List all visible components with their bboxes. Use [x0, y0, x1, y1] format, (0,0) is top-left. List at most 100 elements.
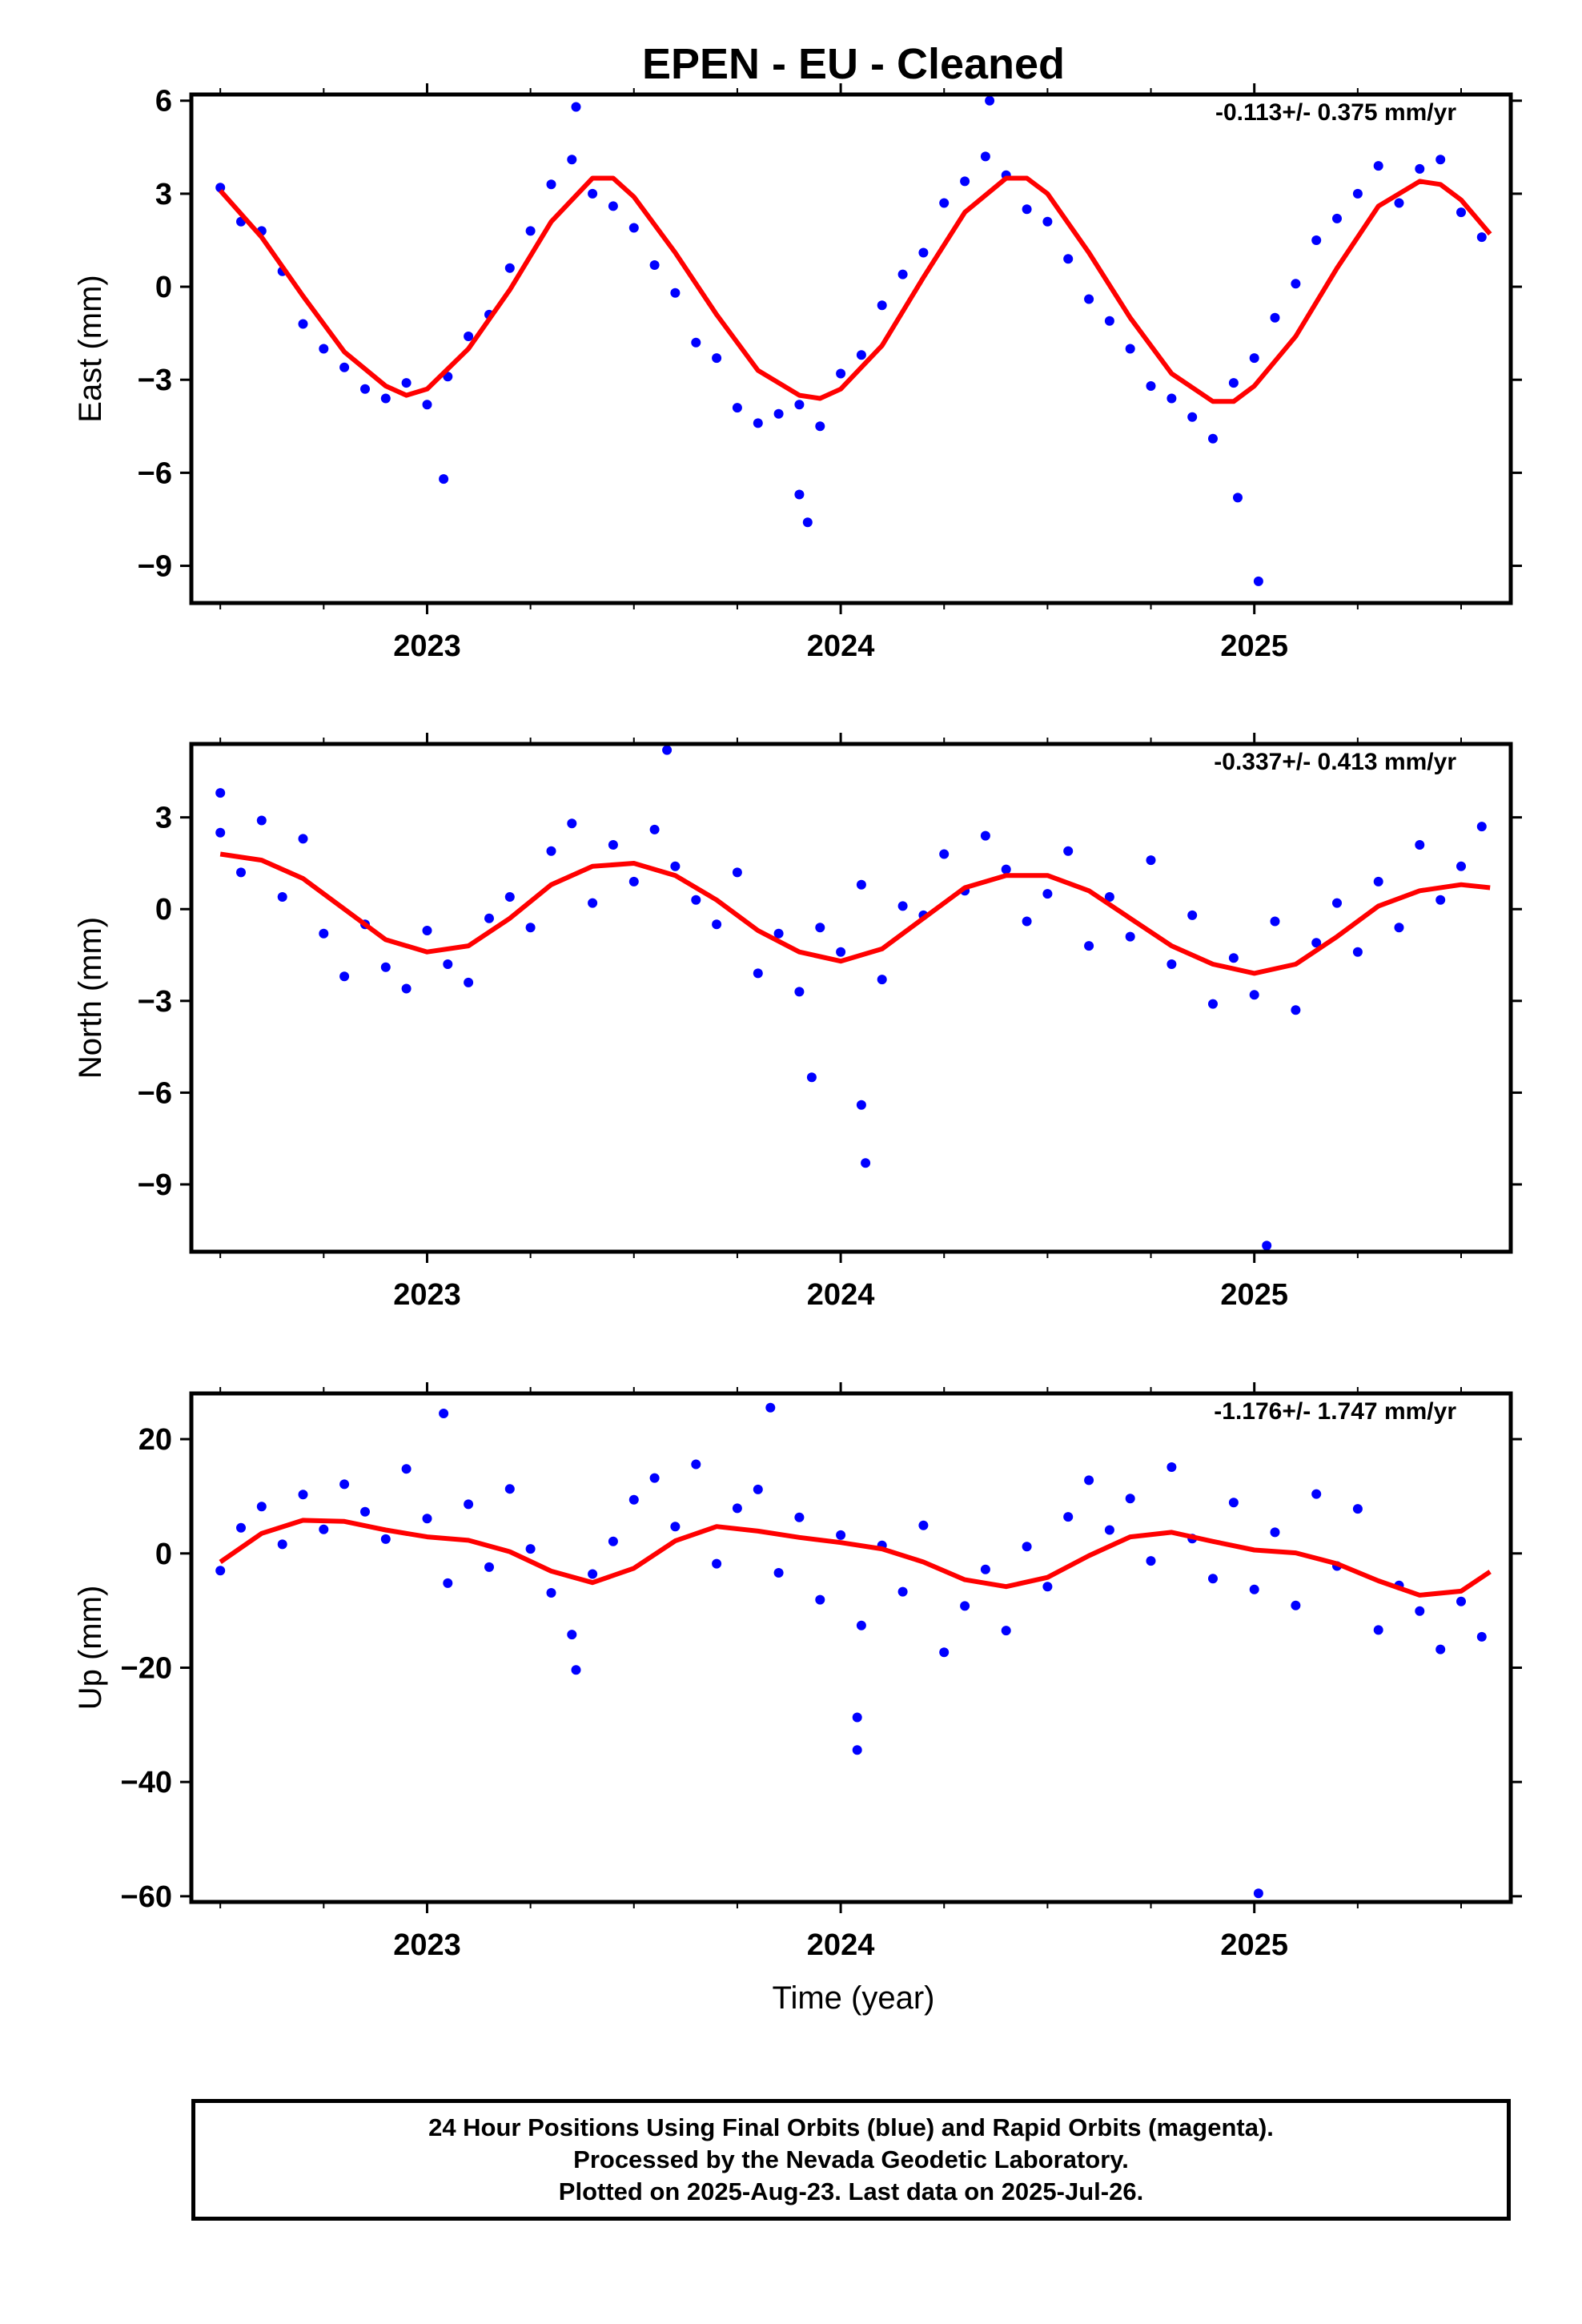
east-data-point: [773, 408, 784, 419]
footer-line-3: Plotted on 2025-Aug-23. Last data on 202…: [558, 2177, 1144, 2205]
north-data-point: [298, 834, 308, 844]
north-data-point: [215, 827, 226, 838]
north-data-point: [1228, 953, 1239, 963]
east-data-point: [1394, 198, 1404, 208]
east-data-point: [1456, 207, 1466, 218]
up-y-tick-label: −40: [121, 1766, 172, 1799]
east-data-point: [567, 155, 577, 165]
up-data-point: [765, 1402, 776, 1413]
up-data-point: [1456, 1596, 1466, 1606]
north-data-point: [1435, 895, 1446, 905]
up-data-point: [1042, 1582, 1053, 1592]
up-rate-annotation: -1.176+/- 1.747 mm/yr: [1214, 1398, 1456, 1425]
north-fit-curve: [219, 851, 1491, 976]
north-data-point: [1063, 846, 1074, 856]
north-data-point: [319, 928, 329, 939]
east-data-point: [1373, 161, 1383, 171]
north-data-point: [732, 867, 742, 878]
north-data-point: [525, 923, 536, 933]
north-data-point: [339, 971, 350, 982]
up-data-point: [918, 1520, 929, 1530]
north-data-point: [691, 895, 701, 905]
up-data-point: [401, 1464, 412, 1474]
up-data-point: [856, 1620, 866, 1630]
up-data-point: [546, 1588, 556, 1598]
north-data-point: [1001, 864, 1011, 875]
east-data-point: [897, 269, 908, 279]
east-rate-annotation: -0.113+/- 0.375 mm/yr: [1215, 99, 1456, 126]
east-data-point: [1228, 378, 1239, 388]
north-data-point: [1084, 941, 1094, 951]
north-data-point: [1394, 923, 1404, 933]
up-data-point: [852, 1712, 862, 1723]
up-data-point: [960, 1601, 970, 1611]
east-y-tick-label: −6: [138, 456, 172, 490]
up-data-point: [1125, 1494, 1135, 1504]
up-data-point: [567, 1630, 577, 1640]
up-data-point: [1435, 1644, 1446, 1655]
east-data-point: [464, 332, 474, 341]
east-data-point: [1435, 155, 1446, 165]
north-data-point: [815, 923, 825, 933]
east-data-point: [360, 384, 370, 394]
footer-box: 24 Hour Positions Using Final Orbits (bl…: [191, 2099, 1511, 2221]
up-x-tick-label: 2025: [1220, 1928, 1288, 1962]
up-data-point: [1311, 1489, 1322, 1499]
up-data-point: [608, 1536, 618, 1546]
north-y-tick-label: −3: [138, 985, 172, 1019]
north-data-point: [836, 947, 846, 957]
up-data-point: [712, 1558, 722, 1569]
east-y-tick-label: −3: [138, 364, 172, 397]
north-data-point: [856, 879, 866, 890]
up-data-point: [732, 1503, 742, 1514]
up-x-tick-label: 2024: [807, 1928, 875, 1962]
east-x-tick-label: 2025: [1220, 629, 1288, 663]
north-data-point: [215, 788, 226, 798]
east-data-point: [1042, 216, 1053, 227]
north-data-point: [1042, 889, 1053, 899]
east-data-point: [525, 226, 536, 236]
east-y-tick-label: 3: [155, 178, 172, 211]
up-data-point: [1352, 1504, 1363, 1514]
north-data-point: [897, 901, 908, 911]
up-data-point: [1415, 1606, 1425, 1616]
north-data-point: [856, 1100, 866, 1110]
east-data-point: [1187, 412, 1198, 422]
east-data-point: [1084, 294, 1094, 304]
up-data-point: [504, 1484, 515, 1494]
up-data-point: [464, 1499, 474, 1510]
east-data-point: [1233, 493, 1243, 503]
east-data-point: [753, 418, 763, 428]
east-data-point: [339, 362, 350, 372]
north-data-point: [939, 849, 950, 859]
north-data-point: [861, 1158, 871, 1168]
up-data-point: [794, 1512, 805, 1522]
north-data-point: [1249, 990, 1259, 1000]
north-data-point: [504, 892, 515, 902]
north-plot-frame: [189, 742, 1513, 1254]
north-data-point: [980, 830, 990, 841]
north-data-point: [1104, 892, 1114, 902]
north-x-tick-label: 2024: [807, 1278, 875, 1312]
east-data-point: [571, 102, 581, 112]
east-data-point: [856, 350, 866, 360]
east-data-point: [1253, 576, 1263, 586]
up-data-point: [360, 1506, 370, 1517]
north-data-point: [1166, 959, 1177, 969]
north-data-point: [806, 1072, 817, 1083]
up-data-point: [1084, 1475, 1094, 1486]
east-data-point: [1022, 204, 1032, 215]
north-data-point: [1332, 898, 1342, 908]
up-data-point: [1249, 1584, 1259, 1594]
north-y-axis-label: North (mm): [73, 917, 108, 1079]
up-data-point: [1022, 1542, 1032, 1552]
up-data-point: [753, 1484, 763, 1494]
north-data-point: [1270, 916, 1280, 927]
up-data-point: [422, 1514, 432, 1524]
east-fit-curve: [218, 175, 1492, 404]
up-data-point: [298, 1490, 308, 1500]
east-data-point: [298, 319, 308, 329]
up-data-point: [852, 1745, 862, 1755]
east-data-point: [608, 201, 618, 211]
east-data-point: [1146, 381, 1156, 391]
